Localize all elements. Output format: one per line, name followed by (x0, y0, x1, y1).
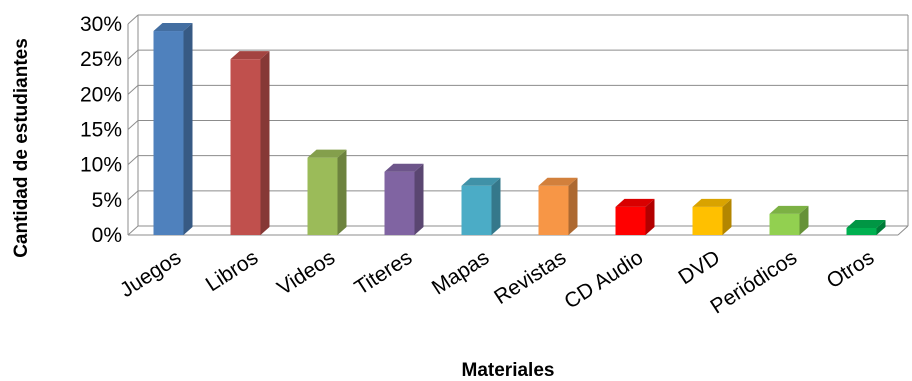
bar-top (846, 219, 886, 228)
x-category-label: CD Audio (560, 246, 647, 314)
bar-top (307, 149, 347, 158)
x-category-label: Libros (202, 246, 263, 296)
bar-side (645, 198, 655, 235)
bar-top (615, 198, 655, 207)
y-axis-title: Cantidad de estudiantes (11, 38, 32, 258)
bar-side (876, 219, 886, 235)
bar-side (183, 23, 193, 236)
bar-front (230, 59, 261, 235)
y-tick-label: 5% (92, 189, 122, 212)
x-category-label: Periódicos (706, 246, 801, 319)
bar-side (337, 149, 347, 235)
bar-top (769, 205, 809, 214)
bar-front (153, 31, 184, 236)
gridline-depth (127, 190, 139, 201)
bar (846, 219, 886, 235)
y-tick-labels: 0% 5% 10% 15% 20% 25% 30% (80, 13, 122, 247)
y-tick-label: 0% (92, 224, 122, 247)
bar-top (692, 198, 732, 207)
gridline-depth (127, 49, 139, 60)
bar (538, 177, 578, 235)
bar-front (461, 185, 492, 235)
bar (461, 177, 501, 235)
x-category-label: Titeres (351, 246, 417, 300)
bar-top (384, 163, 424, 172)
y-tick-label: 30% (80, 13, 122, 36)
bars (153, 23, 886, 236)
bar-front (769, 213, 800, 235)
y-tick-label: 25% (80, 48, 122, 71)
bar-side (491, 177, 501, 235)
bar-side (414, 163, 424, 235)
bar-top (153, 23, 193, 32)
x-category-labels: Juegos Libros Videos Titeres MapasRevistasCD… (116, 246, 878, 319)
bar (769, 205, 809, 235)
gridline-depth (127, 155, 139, 166)
x-category-label: Videos (273, 246, 339, 300)
bar-side (568, 177, 578, 235)
bar-front (692, 206, 723, 235)
bar-front (615, 206, 646, 235)
x-category-label: Otros (823, 246, 879, 293)
bar (230, 51, 270, 235)
bar-top (230, 51, 270, 60)
gridline-depth (127, 225, 139, 236)
bar (692, 198, 732, 235)
bar-front (384, 171, 415, 235)
bar-top (538, 177, 578, 186)
floor-right-edge (897, 225, 909, 236)
bar (153, 23, 193, 236)
x-axis-title: Materiales (462, 360, 555, 381)
bar-side (260, 51, 270, 235)
bar (307, 149, 347, 235)
bar-front (307, 157, 338, 235)
y-tick-label: 20% (80, 83, 122, 106)
x-category-label: Mapas (428, 246, 493, 300)
y-tick-label: 10% (80, 154, 122, 177)
bar-top (461, 177, 501, 186)
gridline-depth (127, 84, 139, 95)
bar-side (722, 198, 732, 235)
bar (615, 198, 655, 235)
x-category-label: DVD (675, 246, 725, 289)
bar-front (538, 185, 569, 235)
gridline-depth (127, 14, 139, 25)
x-category-label: Juegos (116, 246, 185, 302)
bar (384, 163, 424, 235)
gridline-depth (127, 120, 139, 130)
bar-front (846, 227, 877, 235)
bar-side (799, 205, 809, 235)
y-tick-label: 15% (80, 119, 122, 142)
x-category-label: Revistas (490, 246, 570, 309)
